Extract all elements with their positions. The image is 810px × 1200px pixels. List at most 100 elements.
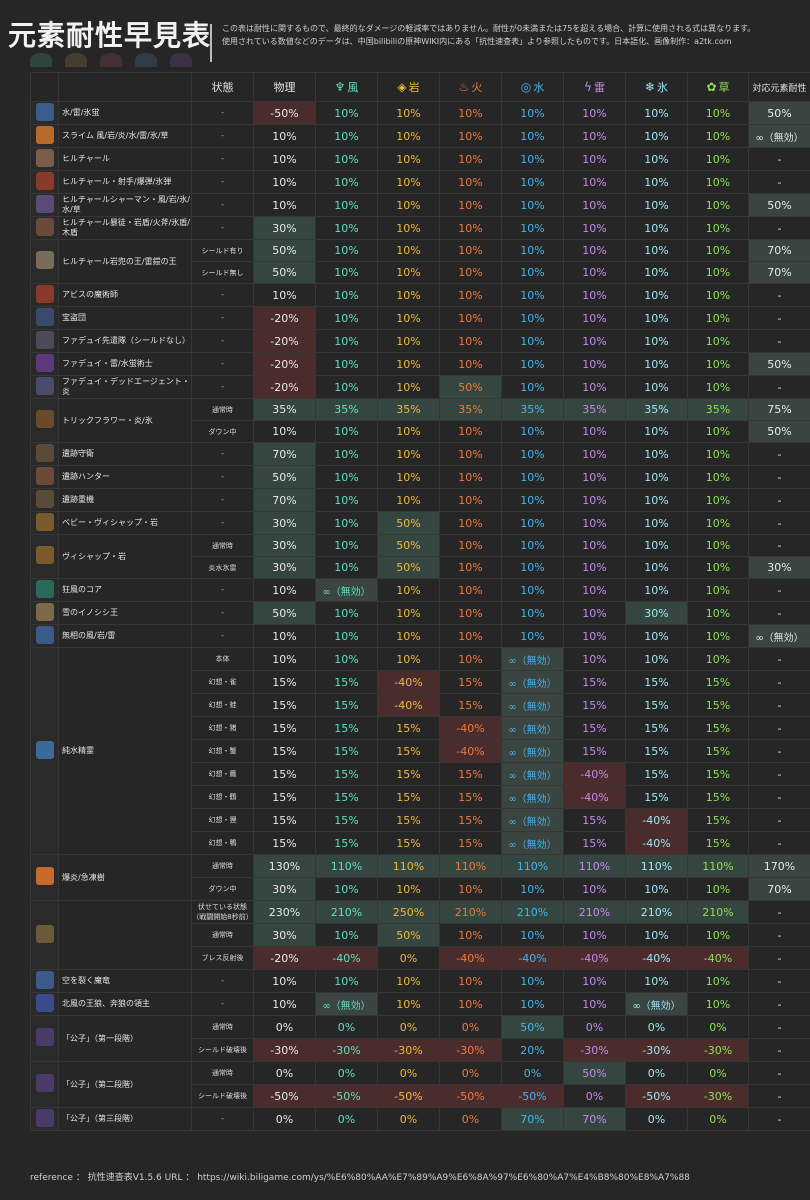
resistance-value: 15% bbox=[625, 716, 688, 740]
resistance-value: ∞（無効） bbox=[501, 808, 564, 832]
enemy-portrait-icon bbox=[35, 625, 54, 644]
resistance-value: 15% bbox=[687, 693, 749, 717]
resistance-value: -30% bbox=[315, 1038, 378, 1062]
header-hydro: ◎ 水 bbox=[501, 72, 564, 102]
table-row: 「公子」（第二段階） 通常時 0% 0% 0% 0% 0% 50% 0% 0% - bbox=[30, 1061, 810, 1108]
resistance-value: -20% bbox=[253, 946, 316, 970]
resistance-value: 50% bbox=[748, 420, 810, 443]
enemy-name: トリックフラワー・炎/氷 bbox=[58, 398, 192, 443]
resistance-value: 10% bbox=[439, 465, 502, 489]
resistance-value: 10% bbox=[501, 216, 564, 240]
header-geo: ◈ 岩 bbox=[377, 72, 440, 102]
resistance-value: 10% bbox=[377, 578, 440, 602]
resistance-value: 15% bbox=[377, 831, 440, 855]
enemy-avatar bbox=[30, 375, 59, 399]
resistance-value: -20% bbox=[253, 352, 316, 376]
enemy-state: 幻想・鴨 bbox=[191, 831, 254, 855]
resistance-value: 10% bbox=[563, 124, 626, 148]
resistance-value: 15% bbox=[315, 831, 378, 855]
resistance-value: 10% bbox=[377, 306, 440, 330]
resistance-value: 10% bbox=[625, 147, 688, 171]
resistance-value: 10% bbox=[253, 992, 316, 1016]
enemy-state: 伏せている状態（戦闘開始8秒前） bbox=[191, 900, 254, 924]
resistance-value: 210% bbox=[687, 900, 749, 924]
resistance-value: - bbox=[748, 739, 810, 763]
resistance-value: 15% bbox=[377, 808, 440, 832]
resistance-value: 110% bbox=[501, 854, 564, 878]
resistance-value: 30% bbox=[748, 556, 810, 579]
resistance-value: 10% bbox=[253, 283, 316, 307]
enemy-state: - bbox=[191, 306, 254, 330]
enemy-portrait-icon bbox=[35, 284, 54, 303]
enemy-portrait-icon bbox=[35, 993, 54, 1012]
resistance-value: 0% bbox=[315, 1015, 378, 1039]
table-row: ヒルチャール岩兜の王/雷鎧の王 シールド有り 50% 10% 10% 10% 10% 10% 1… bbox=[30, 239, 810, 284]
enemy-state: - bbox=[191, 193, 254, 217]
resistance-value: 10% bbox=[625, 465, 688, 489]
resistance-value: 75% bbox=[748, 398, 810, 421]
resistance-value: 10% bbox=[625, 124, 688, 148]
resistance-value: - bbox=[748, 534, 810, 557]
table-row: 「公子」（第一段階） 通常時 0% 0% 0% 0% 50% 0% 0% 0% - bbox=[30, 1015, 810, 1062]
enemy-name: ファデュイ・雷/水蛍術士 bbox=[58, 352, 192, 376]
resistance-value: 10% bbox=[377, 124, 440, 148]
header-cryo: ❄ 氷 bbox=[625, 72, 688, 102]
resistance-value: 10% bbox=[501, 556, 564, 579]
table-row: 爆炎/急凍樹 通常時 130% 110% 110% 110% 110% 110% 110% 110… bbox=[30, 854, 810, 901]
enemy-name: 空を裂く魔竜 bbox=[58, 969, 192, 993]
resistance-value: 15% bbox=[315, 739, 378, 763]
enemy-name: 純水精霊 bbox=[58, 647, 192, 855]
resistance-value: - bbox=[748, 465, 810, 489]
resistance-value: 35% bbox=[501, 398, 564, 421]
resistance-value: 15% bbox=[563, 739, 626, 763]
resistance-value: 10% bbox=[625, 283, 688, 307]
resistance-value: 10% bbox=[625, 329, 688, 353]
resistance-value: 110% bbox=[315, 854, 378, 878]
enemy-portrait-icon bbox=[35, 740, 54, 759]
table-row: 通常時 30% 10% 50% 10% 10% 10% 10% 10% - bbox=[31, 923, 810, 947]
resistance-value: -40% bbox=[563, 762, 626, 786]
resistance-value: 10% bbox=[315, 283, 378, 307]
table-row: ヒルチャールシャーマン・風/岩/氷/水/草 -10% 10% 10% 10% 10% 10%… bbox=[30, 193, 810, 217]
resistance-value: 10% bbox=[377, 283, 440, 307]
resistance-value: 10% bbox=[315, 420, 378, 443]
table-row: シールド破壊後 -50% -50% -50% -50% -50% 0% -50% -30% - bbox=[31, 1084, 810, 1108]
resistance-value: 10% bbox=[687, 193, 749, 217]
resistance-value: - bbox=[748, 1107, 810, 1131]
resistance-value: -30% bbox=[563, 1038, 626, 1062]
resistance-value: 10% bbox=[687, 239, 749, 262]
resistance-value: 0% bbox=[439, 1107, 502, 1131]
resistance-value: 110% bbox=[439, 854, 502, 878]
resistance-value: 10% bbox=[315, 216, 378, 240]
enemy-name: 遺跡守衛 bbox=[58, 442, 192, 466]
resistance-value: 10% bbox=[563, 193, 626, 217]
resistance-value: 10% bbox=[563, 420, 626, 443]
resistance-value: 70% bbox=[253, 488, 316, 512]
resistance-value: 10% bbox=[501, 969, 564, 993]
resistance-value: -50% bbox=[439, 1084, 502, 1108]
resistance-value: 10% bbox=[315, 647, 378, 671]
enemy-portrait-icon bbox=[35, 102, 54, 121]
resistance-value: - bbox=[748, 375, 810, 399]
resistance-value: 10% bbox=[563, 969, 626, 993]
resistance-value: 15% bbox=[315, 693, 378, 717]
resistance-value: 10% bbox=[563, 442, 626, 466]
resistance-value: 10% bbox=[315, 170, 378, 194]
resistance-value: 10% bbox=[563, 375, 626, 399]
enemy-portrait-icon bbox=[35, 924, 54, 943]
resistance-value: 10% bbox=[687, 147, 749, 171]
resistance-value: 0% bbox=[563, 1015, 626, 1039]
resistance-value: - bbox=[748, 1084, 810, 1108]
resistance-value: 10% bbox=[439, 124, 502, 148]
enemy-name: ヒルチャール・射手/爆弾/氷弾 bbox=[58, 170, 192, 194]
enemy-state: - bbox=[191, 375, 254, 399]
enemy-name: ヒルチャール岩兜の王/雷鎧の王 bbox=[58, 239, 192, 284]
resistance-value: 10% bbox=[625, 923, 688, 947]
enemy-portrait-icon bbox=[35, 307, 54, 326]
enemy-portrait-icon bbox=[35, 970, 54, 989]
hydro-icon: ◎ bbox=[520, 80, 532, 94]
resistance-value: 10% bbox=[625, 352, 688, 376]
resistance-value: 10% bbox=[315, 465, 378, 489]
resistance-value: 10% bbox=[563, 329, 626, 353]
resistance-value: 10% bbox=[563, 283, 626, 307]
